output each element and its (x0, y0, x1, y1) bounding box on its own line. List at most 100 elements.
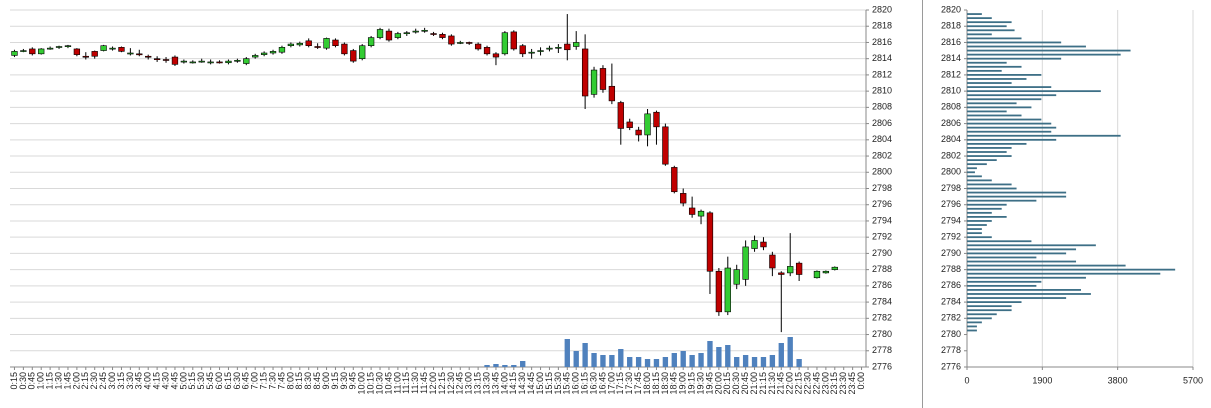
x-tick-label: 15:45 (562, 372, 572, 395)
x-tick-label: 11:30 (410, 372, 420, 394)
x-tick-label: 1:00 (36, 372, 46, 390)
profile-bar (967, 29, 1015, 32)
volume-bar (689, 355, 695, 367)
y-tick-label: 2778 (941, 345, 961, 355)
candle-body (528, 51, 535, 54)
x-tick-label: 9:00 (321, 372, 331, 390)
x-tick-label: 19:15 (687, 372, 697, 395)
profile-bar (967, 329, 977, 332)
y-tick-label: 2790 (872, 248, 892, 258)
y-tick-label: 2778 (872, 345, 892, 355)
x-tick-label: 9:15 (330, 372, 340, 390)
x-tick-label: 21:30 (767, 372, 777, 395)
candle-body (403, 32, 410, 35)
candle-body (127, 52, 134, 55)
x-tick-label: 5:30 (196, 372, 206, 390)
profile-bar (967, 86, 1052, 88)
volume-bar (787, 337, 793, 367)
x-tick-label: 9:45 (348, 372, 358, 390)
y-tick-label: 2782 (872, 313, 892, 323)
y-tick-label: 2788 (941, 264, 961, 274)
volume-bar (662, 357, 669, 367)
x-tick-label: 19:30 (695, 372, 705, 395)
x-tick-label: 22:30 (802, 372, 812, 395)
y-tick-label: 2792 (941, 232, 961, 242)
x-tick-label: 7:30 (267, 372, 277, 390)
profile-bar (967, 260, 1077, 263)
candle-body (394, 33, 402, 38)
x-tick-label: 13:00 (464, 372, 474, 395)
profile-bar (967, 317, 992, 320)
x-tick-label: 17:45 (633, 372, 643, 395)
profile-bar (967, 321, 982, 324)
x-tick-label: 0:30 (18, 372, 28, 390)
profile-bar (967, 155, 1012, 157)
profile-bar (967, 61, 1007, 64)
profile-bar (967, 264, 1126, 267)
profile-bar (967, 305, 1012, 308)
profile-bar (967, 134, 1121, 137)
x-tick-label: 11:15 (401, 372, 411, 394)
candle-body (252, 55, 259, 58)
candle-body (831, 266, 838, 270)
candle-body (564, 43, 571, 51)
candle-body (269, 51, 277, 54)
profile-bar (967, 78, 1027, 80)
candle-body (136, 53, 143, 56)
x-tick-label: 8:15 (294, 372, 304, 390)
x-tick-label: 10:15 (366, 372, 376, 395)
candle-body (171, 56, 179, 65)
y-tick-label: 2784 (941, 296, 961, 306)
candle-body (822, 270, 830, 274)
x-tick-label: 20:30 (731, 372, 741, 395)
candle-body (501, 32, 509, 55)
candle-body (644, 113, 651, 136)
candle-body (11, 51, 18, 56)
profile-bar (967, 309, 1012, 312)
candle-body (189, 61, 196, 64)
candle-body (91, 51, 98, 57)
volume-bar (644, 359, 651, 367)
x-tick-label: 15:15 (544, 372, 554, 395)
y-tick-label: 2808 (872, 102, 892, 112)
candle-body (73, 48, 81, 55)
x-tick-label: 11:00 (392, 372, 402, 394)
x-tick-label: 2:45 (98, 372, 108, 390)
candle-body (778, 272, 785, 275)
candle-body (225, 60, 232, 64)
profile-bar (967, 268, 1176, 271)
candle-body (555, 47, 562, 49)
candle-body (198, 60, 205, 63)
profile-bar (967, 106, 1032, 109)
x-tick-label: 23:00 (820, 372, 830, 395)
profile-bar (967, 45, 1086, 48)
x-tick-label: 0:00 (856, 372, 866, 390)
x-tick-label: 9:30 (339, 372, 349, 390)
x-tick-label: 12:00 (428, 372, 438, 395)
candle-body (82, 55, 89, 58)
profile-bar (967, 280, 1042, 283)
volume-bar (609, 355, 615, 367)
candle-body (751, 240, 758, 249)
candle-body (688, 207, 696, 215)
x-tick-label: 12:15 (437, 372, 447, 395)
volume-bar (582, 343, 588, 367)
profile-bar (967, 313, 997, 316)
volume-bar (671, 353, 677, 367)
x-tick-label: 3:45 (134, 372, 144, 390)
y-tick-label: 2816 (941, 37, 961, 47)
y-tick-label: 2812 (872, 69, 892, 79)
x-tick-label: 6:00 (214, 372, 224, 390)
profile-bar (967, 301, 1022, 303)
y-tick-label: 2816 (872, 37, 892, 47)
profile-bar (967, 13, 982, 15)
y-tick-label: 2798 (941, 183, 961, 193)
candle-body (537, 50, 544, 52)
profile-bar (967, 33, 992, 36)
candle-body (376, 29, 384, 38)
candle-body (617, 102, 624, 129)
y-tick-label: 2780 (872, 329, 892, 339)
y-tick-label: 2782 (941, 313, 961, 323)
y-tick-label: 2812 (941, 69, 961, 79)
candle-body (412, 30, 419, 33)
